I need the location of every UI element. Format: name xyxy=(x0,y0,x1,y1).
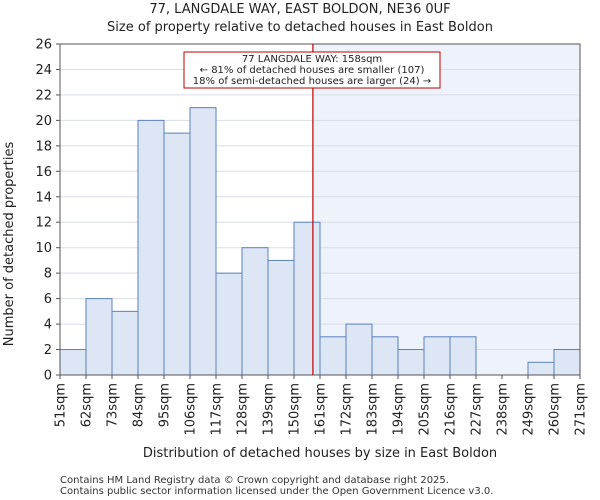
x-tick-label: 238sqm xyxy=(496,383,511,436)
y-tick-label: 10 xyxy=(35,241,52,256)
bar xyxy=(319,336,347,376)
x-tick-label: 260sqm xyxy=(548,383,563,436)
x-tick-label: 150sqm xyxy=(288,383,303,436)
bar xyxy=(527,361,555,376)
bar xyxy=(189,107,217,376)
bar xyxy=(293,221,321,376)
bar xyxy=(423,336,451,376)
annotation-line-3: 18% of semi-detached houses are larger (… xyxy=(193,76,431,87)
y-tick-label: 8 xyxy=(44,267,52,282)
chart-subtitle: Size of property relative to detached ho… xyxy=(107,20,493,35)
y-tick-label: 18 xyxy=(35,139,52,154)
annotation-line-1: 77 LANGDALE WAY: 158sqm xyxy=(242,54,382,65)
bar xyxy=(397,349,425,376)
x-axis-label: Distribution of detached houses by size … xyxy=(143,446,497,461)
footer-line-2: Contains public sector information licen… xyxy=(60,486,493,497)
bar xyxy=(163,132,191,376)
x-tick-label: 84sqm xyxy=(132,383,147,427)
x-tick-label: 62sqm xyxy=(80,383,95,427)
x-tick-label: 172sqm xyxy=(340,383,355,436)
y-tick-label: 24 xyxy=(35,63,52,78)
annotation-line-2: ← 81% of detached houses are smaller (10… xyxy=(200,65,425,76)
y-tick-label: 12 xyxy=(35,216,52,231)
y-tick-label: 6 xyxy=(44,292,52,307)
larger-region-shade xyxy=(312,44,580,375)
y-axis-label: Number of detached properties xyxy=(2,142,17,347)
footer-line-1: Contains HM Land Registry data © Crown c… xyxy=(60,475,449,486)
y-tick-label: 4 xyxy=(44,318,52,333)
bar xyxy=(85,298,113,376)
x-tick-label: 161sqm xyxy=(314,383,329,436)
x-tick-label: 95sqm xyxy=(158,383,173,427)
y-tick-label: 26 xyxy=(35,38,52,53)
x-tick-label: 139sqm xyxy=(262,383,277,436)
y-tick-label: 20 xyxy=(35,114,52,129)
x-tick-label: 73sqm xyxy=(106,383,121,427)
bar xyxy=(111,310,139,376)
bar xyxy=(553,349,581,376)
chart-title: 77, LANGDALE WAY, EAST BOLDON, NE36 0UF xyxy=(149,2,450,17)
x-tick-label: 194sqm xyxy=(392,383,407,436)
y-tick-label: 22 xyxy=(35,88,52,103)
x-tick-label: 117sqm xyxy=(210,383,225,436)
x-tick-label: 205sqm xyxy=(418,383,433,436)
y-tick-label: 16 xyxy=(35,165,52,180)
x-tick-label: 216sqm xyxy=(444,383,459,436)
bar xyxy=(241,247,269,376)
bar xyxy=(371,336,399,376)
bar xyxy=(345,323,373,376)
x-tick-label: 227sqm xyxy=(470,383,485,436)
y-tick-label: 0 xyxy=(44,369,52,384)
x-tick-label: 128sqm xyxy=(236,383,251,436)
y-tick-label: 14 xyxy=(35,190,52,205)
bar xyxy=(267,259,295,376)
bar xyxy=(215,272,243,376)
x-tick-label: 271sqm xyxy=(574,383,589,436)
x-tick-label: 249sqm xyxy=(522,383,537,436)
x-tick-label: 51sqm xyxy=(54,383,69,427)
annotation-box xyxy=(183,51,441,89)
bar xyxy=(449,336,477,376)
bar xyxy=(137,119,165,376)
x-tick-label: 183sqm xyxy=(366,383,381,436)
y-tick-label: 2 xyxy=(44,343,52,358)
bar xyxy=(59,349,87,376)
x-tick-label: 106sqm xyxy=(184,383,199,436)
